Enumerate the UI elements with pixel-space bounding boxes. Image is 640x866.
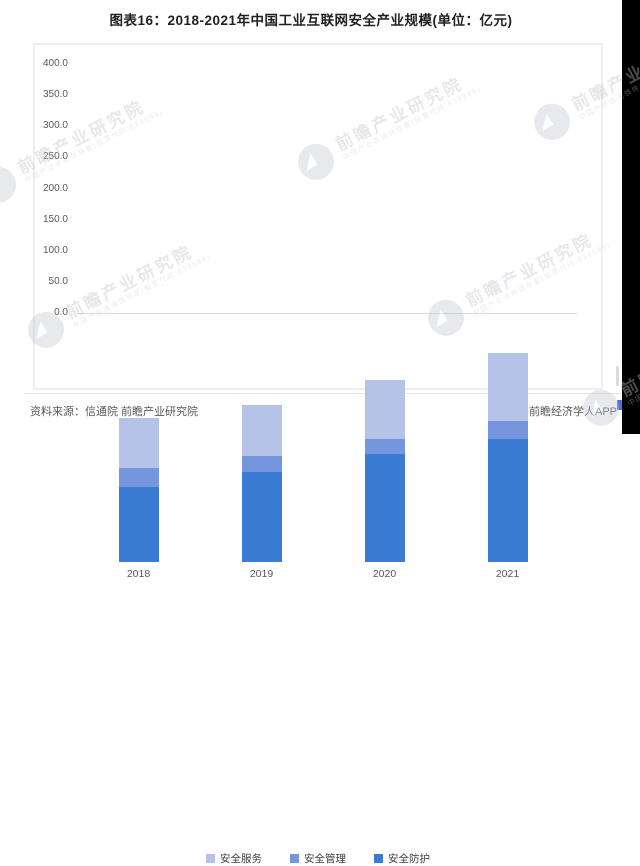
bar-segment-service-2018[interactable] — [118, 417, 159, 469]
plot-area: 2018 2019 2020 2021 — [77, 313, 569, 580]
x-axis-line — [77, 313, 577, 314]
x-tick-label: 2020 — [372, 568, 397, 580]
bar-segment-protection-2018[interactable] — [118, 486, 159, 562]
y-tick-label: 50.0 — [48, 275, 68, 287]
legend-label: 安全服务 — [220, 853, 262, 865]
bar-segment-management-2021[interactable] — [487, 420, 528, 439]
source-text: 资料来源：信通院 前瞻产业研究院 — [30, 406, 199, 418]
legend-label: 安全管理 — [304, 853, 346, 865]
legend-swatch-service — [206, 854, 215, 863]
x-tick-label: 2018 — [126, 568, 151, 580]
bar-segment-management-2018[interactable] — [118, 468, 159, 487]
bar-segment-protection-2020[interactable] — [364, 454, 405, 562]
y-tick-label: 400.0 — [42, 58, 68, 69]
y-tick-label: 250.0 — [42, 151, 68, 163]
bar-segment-management-2020[interactable] — [364, 438, 405, 455]
bar-segment-protection-2021[interactable] — [487, 438, 528, 562]
legend: 安全服务 安全管理 安全防护 — [35, 851, 601, 866]
bar-segment-protection-2019[interactable] — [241, 471, 282, 562]
qianzhan-logo-icon — [0, 160, 23, 210]
y-axis-labels: 400.0 350.0 300.0 250.0 200.0 150.0 100.0 50.0 0… — [35, 58, 68, 318]
legend-item-protection[interactable]: 安全防护 — [374, 851, 430, 866]
app-logo-icon — [617, 400, 622, 410]
scrollbar-thumb[interactable] — [616, 366, 619, 386]
y-tick-label: 0.0 — [54, 307, 68, 318]
y-tick-label: 150.0 — [42, 213, 68, 225]
chart-title: 图表16：2018-2021年中国工业互联网安全产业规模(单位：亿元) — [109, 13, 513, 28]
footer-divider — [25, 393, 622, 394]
legend-item-management[interactable]: 安全管理 — [290, 851, 346, 866]
legend-swatch-management — [290, 854, 299, 863]
y-tick-label: 100.0 — [42, 244, 68, 256]
y-tick-label: 300.0 — [42, 120, 68, 132]
y-tick-label: 200.0 — [42, 182, 68, 194]
bar-segment-service-2020[interactable] — [364, 379, 405, 439]
bar-segment-management-2019[interactable] — [241, 455, 282, 472]
credit-text: @前瞻经济学人APP — [517, 406, 617, 418]
bar-segment-service-2021[interactable] — [487, 352, 528, 421]
y-tick-label: 350.0 — [42, 89, 68, 101]
x-tick-label: 2019 — [249, 568, 274, 580]
legend-label: 安全防护 — [388, 853, 430, 865]
screen-edge-black-strip — [622, 0, 640, 434]
legend-swatch-protection — [374, 854, 383, 863]
chart-area: 400.0 350.0 300.0 250.0 200.0 150.0 100.0 50.0 0… — [33, 43, 603, 865]
x-tick-label: 2021 — [495, 568, 520, 580]
legend-item-service[interactable]: 安全服务 — [206, 851, 262, 866]
bar-segment-service-2019[interactable] — [241, 404, 282, 456]
